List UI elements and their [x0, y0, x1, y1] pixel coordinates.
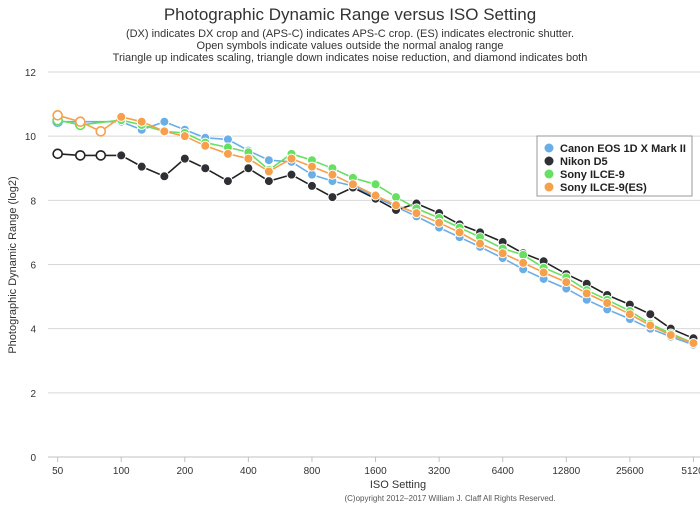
data-point[interactable] — [370, 179, 381, 190]
data-point[interactable] — [222, 148, 233, 159]
x-tick-label: 25600 — [616, 466, 644, 477]
data-point[interactable] — [179, 153, 190, 164]
data-point[interactable] — [688, 338, 699, 349]
legend-swatch — [544, 182, 554, 192]
data-point[interactable] — [222, 176, 233, 187]
y-axis-ticks: 0 2 4 6 8 10 12 — [25, 68, 37, 464]
legend-item[interactable]: Sony ILCE-9(ES) — [544, 182, 648, 194]
data-point[interactable] — [200, 163, 211, 174]
data-point[interactable] — [327, 192, 338, 203]
chart-subtitle-line-1: (DX) indicates DX crop and (APS-C) indic… — [126, 28, 574, 40]
data-point[interactable] — [475, 238, 486, 249]
legend-label: Sony ILCE-9(ES) — [560, 182, 647, 194]
data-point[interactable] — [645, 309, 656, 320]
data-point[interactable] — [52, 110, 63, 121]
chart-subtitle-line-2: Open symbols indicate values outside the… — [197, 40, 504, 52]
data-point[interactable] — [179, 131, 190, 142]
y-tick-label: 6 — [30, 261, 36, 272]
data-point[interactable] — [454, 227, 465, 238]
x-tick-label: 51200 — [681, 466, 700, 477]
data-point[interactable] — [347, 179, 358, 190]
data-point[interactable] — [391, 200, 402, 211]
data-point[interactable] — [95, 126, 107, 137]
data-point[interactable] — [243, 163, 254, 174]
data-point[interactable] — [263, 155, 274, 166]
y-tick-label: 2 — [30, 389, 36, 400]
x-tick-label: 400 — [240, 466, 257, 477]
series-group — [52, 110, 699, 349]
data-point[interactable] — [518, 257, 529, 268]
chart-title: Photographic Dynamic Range versus ISO Se… — [164, 5, 536, 24]
data-point[interactable] — [370, 190, 381, 201]
legend-swatch — [544, 143, 554, 153]
y-axis-label: Photographic Dynamic Range (log2) — [7, 176, 19, 353]
data-point[interactable] — [306, 180, 317, 191]
data-point[interactable] — [665, 330, 676, 341]
data-point[interactable] — [75, 150, 86, 161]
legend-item[interactable]: Sony ILCE-9 — [544, 169, 625, 181]
x-tick-label: 100 — [113, 466, 130, 477]
data-point[interactable] — [306, 161, 317, 172]
chart-subtitle-line-3: Triangle up indicates scaling, triangle … — [113, 52, 588, 64]
data-point[interactable] — [624, 309, 635, 320]
legend-swatch — [544, 156, 554, 166]
x-axis-label: ISO Setting — [370, 479, 426, 491]
data-point[interactable] — [411, 208, 422, 219]
data-point[interactable] — [497, 248, 508, 259]
legend-swatch — [544, 169, 554, 179]
y-tick-label: 10 — [25, 132, 37, 143]
data-point[interactable] — [286, 153, 297, 164]
data-point[interactable] — [263, 166, 274, 177]
data-point[interactable] — [538, 267, 549, 278]
data-point[interactable] — [116, 150, 127, 161]
data-point[interactable] — [52, 148, 63, 160]
copyright-credit: (C)opyright 2012–2017 William J. Claff A… — [344, 494, 555, 503]
legend-item[interactable]: Nikon D5 — [544, 156, 608, 168]
y-tick-label: 8 — [30, 196, 36, 207]
legend-label: Nikon D5 — [560, 156, 608, 168]
data-point[interactable] — [136, 116, 147, 127]
x-tick-label: 200 — [176, 466, 193, 477]
x-tick-label: 1600 — [364, 466, 387, 477]
legend-label: Sony ILCE-9 — [560, 169, 625, 181]
data-point[interactable] — [243, 153, 254, 164]
data-point[interactable] — [561, 277, 572, 288]
data-point[interactable] — [581, 288, 592, 299]
data-point[interactable] — [434, 217, 445, 228]
data-point[interactable] — [159, 126, 170, 137]
data-point[interactable] — [327, 169, 338, 180]
y-tick-label: 4 — [30, 325, 36, 336]
data-point[interactable] — [116, 111, 127, 122]
data-point[interactable] — [200, 140, 211, 151]
data-point[interactable] — [75, 116, 86, 128]
data-point[interactable] — [645, 320, 656, 331]
data-point[interactable] — [602, 298, 613, 308]
x-tick-label: 6400 — [492, 466, 515, 477]
plot-series — [52, 110, 699, 350]
x-tick-label: 800 — [304, 466, 321, 477]
y-tick-label: 12 — [25, 68, 37, 79]
x-tick-label: 50 — [52, 466, 64, 477]
x-axis-ticks: 50 100 200 400 800 1600 3200 6400 12800 25600 5120… — [52, 457, 700, 477]
data-point[interactable] — [159, 171, 170, 182]
data-point[interactable] — [286, 169, 297, 180]
legend-item[interactable]: Canon EOS 1D X Mark II — [544, 143, 686, 155]
data-point[interactable] — [159, 116, 170, 127]
legend-box — [536, 135, 693, 197]
y-tick-label: 0 — [30, 453, 36, 464]
x-tick-label: 12800 — [552, 466, 580, 477]
x-tick-label: 3200 — [428, 466, 451, 477]
data-point[interactable] — [136, 161, 147, 172]
data-point[interactable] — [263, 176, 274, 187]
data-point[interactable] — [95, 150, 107, 161]
legend-label: Canon EOS 1D X Mark II — [560, 143, 686, 155]
